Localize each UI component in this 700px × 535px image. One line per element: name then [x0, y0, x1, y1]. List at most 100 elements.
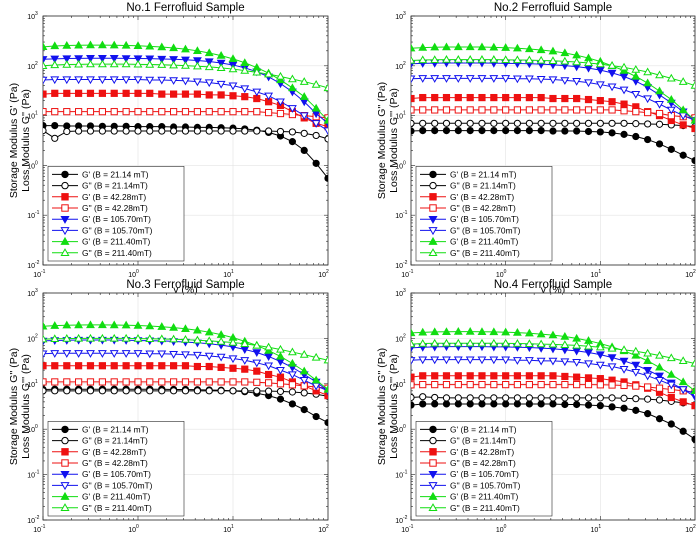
x-tick-label: 10 — [223, 527, 231, 534]
legend-label: G' (B = 211.40mT) — [82, 492, 150, 502]
data-point — [561, 400, 569, 409]
data-point — [655, 140, 664, 148]
data-point — [157, 60, 167, 68]
data-point — [490, 106, 498, 114]
legend-label: G' (B = 211.40mT) — [450, 237, 518, 247]
data-point — [62, 55, 72, 64]
data-point — [287, 371, 297, 380]
data-point — [608, 119, 616, 127]
data-point — [643, 95, 653, 104]
data-point — [169, 43, 179, 52]
data-point — [193, 387, 202, 395]
data-point — [133, 76, 143, 85]
data-point — [51, 362, 59, 370]
data-point — [192, 61, 202, 70]
data-point — [299, 377, 309, 385]
data-point — [477, 42, 487, 51]
data-point — [181, 44, 190, 53]
data-point — [489, 327, 499, 336]
data-point — [75, 362, 83, 370]
data-point — [548, 357, 558, 366]
series-4 — [411, 381, 695, 396]
data-point — [596, 97, 604, 105]
data-point — [122, 89, 130, 97]
series-6 — [411, 356, 695, 399]
data-point — [442, 327, 451, 335]
data-point — [655, 86, 664, 95]
data-point — [513, 93, 521, 102]
data-point — [466, 381, 474, 389]
data-point — [204, 48, 214, 57]
data-point — [217, 108, 225, 116]
data-point — [573, 94, 581, 103]
data-point — [181, 61, 190, 69]
data-point — [411, 401, 415, 409]
data-point — [501, 43, 511, 51]
data-point — [490, 126, 498, 135]
data-point — [252, 88, 262, 97]
data-point — [121, 350, 131, 358]
data-point — [678, 377, 688, 386]
data-point — [596, 119, 604, 127]
data-point — [525, 93, 533, 102]
data-point — [205, 91, 213, 99]
data-point — [216, 80, 226, 89]
data-point — [216, 51, 226, 59]
data-point — [192, 46, 202, 54]
data-point — [620, 404, 628, 412]
data-point — [121, 40, 131, 49]
data-point — [548, 56, 558, 64]
data-point — [549, 381, 557, 389]
y-tick-label: 10 — [395, 518, 403, 525]
series-7 — [411, 327, 695, 395]
data-point — [690, 358, 695, 367]
data-point — [75, 127, 83, 135]
data-point — [596, 381, 604, 389]
data-point — [110, 387, 118, 395]
x-tick-label: 10 — [591, 527, 599, 534]
data-point — [548, 46, 558, 55]
data-point — [300, 129, 308, 137]
data-point — [466, 126, 474, 135]
data-point — [228, 355, 238, 364]
data-point — [133, 41, 143, 49]
data-point — [288, 388, 297, 396]
data-point — [595, 342, 605, 351]
x-tick-label-exponent: 2 — [693, 269, 696, 275]
data-point — [418, 75, 428, 83]
data-point — [431, 381, 439, 389]
data-point — [157, 322, 167, 330]
data-point — [170, 127, 178, 135]
x-tick-label-exponent: 2 — [693, 524, 696, 530]
data-point — [181, 56, 190, 65]
data-point — [312, 131, 320, 140]
data-point — [454, 93, 462, 102]
data-point — [252, 67, 262, 76]
data-point — [549, 127, 557, 135]
data-point — [512, 75, 522, 84]
data-point — [489, 42, 499, 51]
data-point — [241, 365, 249, 373]
data-point — [608, 394, 616, 402]
legend: G' (B = 21.14 mT)G'' (B = 21.14mT)G' (B … — [415, 421, 553, 517]
data-point — [512, 55, 522, 64]
y-tick-label-exponent: 0 — [35, 160, 38, 166]
data-point — [74, 76, 84, 85]
data-point — [620, 381, 628, 390]
legend-marker — [428, 470, 438, 479]
data-point — [287, 74, 297, 83]
data-point — [411, 127, 415, 135]
legend-marker — [429, 204, 437, 212]
data-point — [97, 40, 107, 49]
data-point — [573, 127, 581, 135]
x-tick-label: 10 — [496, 272, 504, 279]
series-7 — [43, 320, 328, 393]
data-point — [525, 400, 533, 408]
data-point — [240, 357, 250, 365]
data-point — [502, 93, 510, 102]
data-point — [560, 48, 570, 57]
data-point — [620, 119, 628, 127]
data-point — [323, 83, 328, 92]
data-point — [158, 108, 166, 116]
data-point — [584, 360, 593, 369]
